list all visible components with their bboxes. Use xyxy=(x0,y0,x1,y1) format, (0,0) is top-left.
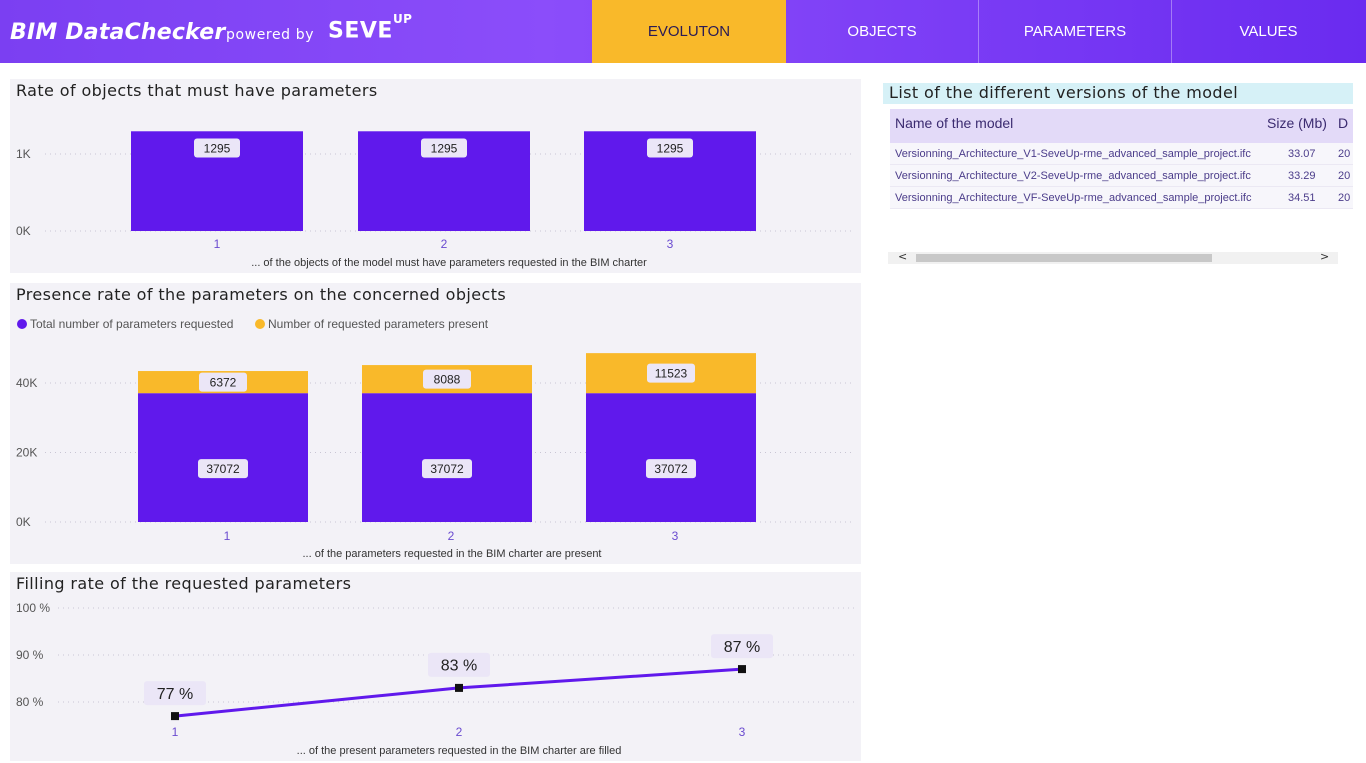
legend-dot xyxy=(255,319,265,329)
data-label-bg xyxy=(711,634,773,659)
x-axis-label: ... of the parameters requested in the B… xyxy=(303,548,602,560)
column-header-size[interactable]: Size (Mb) xyxy=(1267,115,1327,131)
tab-parameters[interactable]: PARAMETERS xyxy=(978,0,1171,63)
data-label-bg xyxy=(198,459,248,479)
data-label-bg xyxy=(428,652,490,677)
versions-table-title: List of the different versions of the mo… xyxy=(883,83,1353,104)
x-tick-label: 3 xyxy=(667,237,674,251)
y-tick-label: 0K xyxy=(16,224,31,238)
data-label-bg xyxy=(647,363,695,383)
data-label: 1295 xyxy=(204,141,231,155)
up-text: UP xyxy=(392,12,413,26)
data-label: 77 % xyxy=(157,686,193,703)
y-tick-label: 20K xyxy=(16,446,37,460)
data-label-bg xyxy=(144,681,206,706)
row-date: 20 xyxy=(1338,170,1351,182)
data-label: 1295 xyxy=(657,141,684,155)
x-tick-label: 2 xyxy=(441,237,448,251)
filling-rate-title: Filling rate of the requested parameters xyxy=(16,574,352,593)
objects-rate-chart: 1K 0K 1295 1 1295 2 1295 3 ... of the objects of… xyxy=(16,131,855,269)
data-label: 1295 xyxy=(431,141,458,155)
x-tick-label: 1 xyxy=(172,725,179,739)
row-name: Versionning_Architecture_V1-SeveUp-rme_a… xyxy=(895,148,1251,160)
data-label-bg xyxy=(421,138,467,158)
presence-rate-panel: Presence rate of the parameters on the c… xyxy=(10,283,861,564)
y-tick-label: 100 % xyxy=(16,601,50,615)
table-row[interactable]: Versionning_Architecture_V2-SeveUp-rme_a… xyxy=(890,165,1353,187)
legend-dot xyxy=(17,319,27,329)
row-size: 33.29 xyxy=(1288,170,1316,182)
app-title: BIM DataChecker xyxy=(10,20,226,45)
x-tick-label: 3 xyxy=(672,529,679,543)
tab-objects[interactable]: OBJECTS xyxy=(847,23,917,40)
column-header-name[interactable]: Name of the model xyxy=(895,115,1014,131)
legend-label: Number of requested parameters present xyxy=(268,317,489,331)
x-tick-label: 3 xyxy=(739,725,746,739)
objects-rate-title: Rate of objects that must have parameter… xyxy=(16,81,378,100)
table-row[interactable]: Versionning_Architecture_VF-SeveUp-rme_a… xyxy=(890,187,1353,209)
data-label-bg xyxy=(646,459,696,479)
data-label: 6372 xyxy=(210,375,237,389)
data-label: 83 % xyxy=(441,658,477,675)
bar-segment-total xyxy=(138,393,308,522)
x-axis-label: ... of the objects of the model must hav… xyxy=(251,257,647,269)
row-size: 34.51 xyxy=(1288,192,1316,204)
y-tick-label: 1K xyxy=(16,147,31,161)
row-date: 20 xyxy=(1338,148,1351,160)
column-header-date[interactable]: D xyxy=(1338,115,1349,131)
data-label: 87 % xyxy=(724,639,760,656)
presence-rate-chart: 0K 20K 40K Total number of parameters reque… xyxy=(16,317,855,560)
table-header: Name of the model Size (Mb) D xyxy=(890,109,1353,145)
objects-rate-panel: Rate of objects that must have parameter… xyxy=(10,79,861,273)
scroll-right-icon[interactable]: > xyxy=(1320,250,1330,263)
data-label-bg xyxy=(647,138,693,158)
legend-label: Total number of parameters requested xyxy=(30,317,233,331)
scrollbar-thumb[interactable] xyxy=(916,254,1212,262)
x-axis-label: ... of the present parameters requested … xyxy=(297,745,622,757)
y-tick-label: 0K xyxy=(16,515,31,529)
data-label-bg xyxy=(422,459,472,479)
tab-evolution[interactable]: EVOLUTON xyxy=(592,0,786,63)
top-bar: BIM DataChecker powered by SEVEUP EVOLUT… xyxy=(0,0,1366,63)
bar-segment-total xyxy=(362,393,532,522)
data-label-bg xyxy=(194,138,240,158)
line-point xyxy=(738,665,746,674)
filling-rate-panel: Filling rate of the requested parameters… xyxy=(10,572,861,761)
x-tick-label: 2 xyxy=(448,529,455,543)
data-label: 37072 xyxy=(654,462,688,476)
bar-segment-total xyxy=(586,393,756,522)
row-name: Versionning_Architecture_V2-SeveUp-rme_a… xyxy=(895,170,1251,182)
line-point xyxy=(171,712,179,721)
presence-rate-title: Presence rate of the parameters on the c… xyxy=(16,285,507,304)
x-tick-label: 1 xyxy=(214,237,221,251)
data-label: 8088 xyxy=(434,372,461,386)
row-date: 20 xyxy=(1338,192,1351,204)
data-label: 37072 xyxy=(430,462,464,476)
data-label: 37072 xyxy=(206,462,240,476)
seveup-logo: SEVEUP xyxy=(328,12,412,44)
x-tick-label: 2 xyxy=(456,725,463,739)
data-label-bg xyxy=(199,372,247,392)
y-tick-label: 40K xyxy=(16,376,37,390)
row-size: 33.07 xyxy=(1288,148,1316,160)
scroll-left-icon[interactable]: < xyxy=(898,250,908,263)
table-row[interactable]: Versionning_Architecture_V1-SeveUp-rme_a… xyxy=(890,143,1353,165)
line-point xyxy=(455,683,463,692)
filling-rate-chart: 80 % 90 % 100 % 77 % 1 83 % 2 87 % 3 ... of the p… xyxy=(16,601,855,757)
y-tick-label: 90 % xyxy=(16,648,44,662)
data-label: 11523 xyxy=(655,366,688,380)
row-name: Versionning_Architecture_VF-SeveUp-rme_a… xyxy=(895,192,1252,204)
tab-values[interactable]: VALUES xyxy=(1171,0,1365,63)
data-label-bg xyxy=(423,369,471,389)
y-tick-label: 80 % xyxy=(16,695,44,709)
horizontal-scrollbar[interactable]: < > xyxy=(888,250,1338,264)
seve-text: SEVE xyxy=(328,18,393,44)
x-tick-label: 1 xyxy=(224,529,231,543)
powered-by-label: powered by xyxy=(226,27,315,43)
